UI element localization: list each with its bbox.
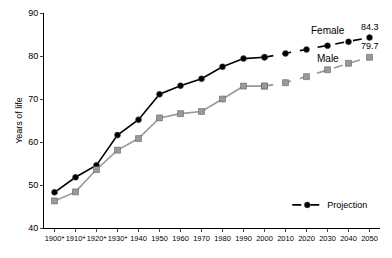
svg-text:60: 60 — [28, 137, 38, 147]
svg-text:1900*: 1900* — [45, 234, 65, 243]
svg-text:80: 80 — [28, 51, 38, 61]
svg-text:1910*: 1910* — [66, 234, 86, 243]
svg-text:1970: 1970 — [193, 234, 210, 243]
svg-text:2040: 2040 — [340, 234, 357, 243]
svg-text:Projection: Projection — [327, 200, 367, 210]
svg-text:50: 50 — [28, 180, 38, 190]
svg-text:79.7: 79.7 — [361, 41, 379, 51]
svg-text:1990: 1990 — [235, 234, 252, 243]
svg-text:90: 90 — [28, 8, 38, 18]
svg-text:40: 40 — [28, 223, 38, 233]
svg-text:Female: Female — [311, 25, 345, 36]
svg-text:Years of life: Years of life — [14, 97, 24, 144]
svg-text:2050: 2050 — [361, 234, 378, 243]
svg-text:1940: 1940 — [130, 234, 147, 243]
svg-text:1950: 1950 — [151, 234, 168, 243]
svg-text:2010: 2010 — [277, 234, 294, 243]
svg-text:70: 70 — [28, 94, 38, 104]
svg-text:1980: 1980 — [214, 234, 231, 243]
svg-text:84.3: 84.3 — [361, 22, 379, 32]
svg-text:1960: 1960 — [172, 234, 189, 243]
svg-text:1920*: 1920* — [87, 234, 107, 243]
svg-text:2030: 2030 — [319, 234, 336, 243]
svg-text:2020: 2020 — [298, 234, 315, 243]
svg-text:Male: Male — [317, 53, 339, 64]
svg-text:2000: 2000 — [256, 234, 273, 243]
svg-text:1930*: 1930* — [108, 234, 128, 243]
